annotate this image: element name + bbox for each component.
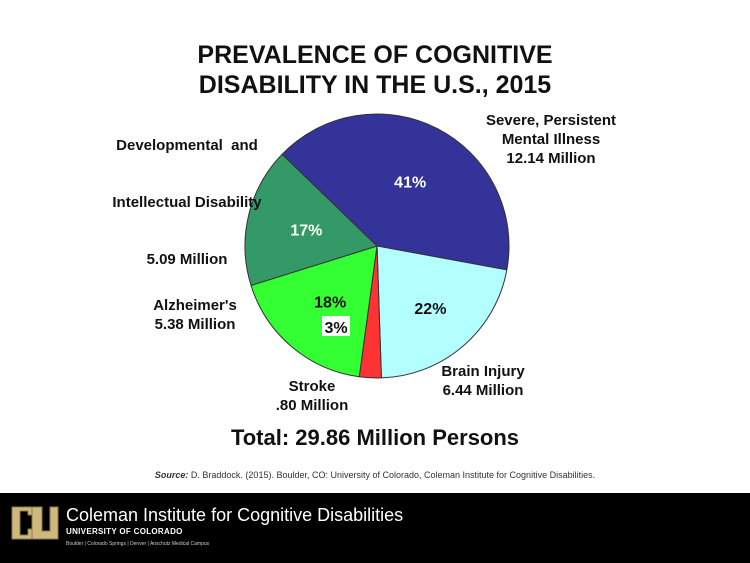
university-name: UNIVERSITY OF COLORADO bbox=[66, 527, 183, 536]
label-stroke: Stroke .80 Million bbox=[262, 377, 362, 415]
label-mental-illness-value: 12.14 Million bbox=[506, 150, 596, 167]
chart-title-line-2: DISABILITY IN THE U.S., 2015 bbox=[198, 71, 552, 99]
label-developmental-line-1: Developmental and bbox=[116, 137, 258, 154]
institute-name: Coleman Institute for Cognitive Disabili… bbox=[66, 505, 404, 525]
label-brain-injury-line-1: Brain Injury bbox=[441, 363, 525, 380]
label-brain-injury: Brain Injury 6.44 Million bbox=[418, 362, 548, 400]
label-alzheimers-value: 5.38 Million bbox=[154, 316, 236, 333]
source-prefix: Source: bbox=[154, 470, 189, 480]
percent-label-3: 18% bbox=[314, 294, 346, 311]
footer-bar: Coleman Institute for Cognitive Disabili… bbox=[0, 493, 750, 563]
cu-logo-icon bbox=[11, 506, 59, 540]
total-label: Total: 29.86 Million Persons bbox=[230, 425, 520, 450]
label-alzheimers-line-1: Alzheimer's bbox=[153, 297, 237, 314]
label-mental-illness-line-1: Severe, Persistent bbox=[485, 112, 617, 129]
campus-list: Boulder | Colorado Springs | Denver | An… bbox=[66, 541, 210, 547]
pie-slice-0 bbox=[281, 113, 510, 271]
pie-slice-1 bbox=[376, 245, 508, 379]
source-note: Source: D. Braddock. (2015). Boulder, CO… bbox=[0, 470, 750, 480]
chart-title: PREVALENCE OF COGNITIVE DISABILITY IN TH… bbox=[0, 40, 750, 100]
label-stroke-value: .80 Million bbox=[275, 397, 349, 414]
label-stroke-line-1: Stroke bbox=[288, 378, 336, 395]
percent-label-1: 22% bbox=[414, 301, 446, 318]
label-mental-illness-line-2: Mental Illness bbox=[501, 131, 601, 148]
chart-title-line-1: PREVALENCE OF COGNITIVE bbox=[197, 41, 553, 69]
percent-label-0: 41% bbox=[394, 174, 426, 191]
source-text: D. Braddock. (2015). Boulder, CO: Univer… bbox=[188, 470, 596, 480]
label-developmental: Developmental and Intellectual Disabilit… bbox=[88, 98, 286, 288]
label-alzheimers: Alzheimer's 5.38 Million bbox=[130, 296, 260, 334]
percent-label-4: 17% bbox=[290, 222, 322, 239]
label-developmental-value: 5.09 Million bbox=[146, 251, 228, 268]
label-mental-illness: Severe, Persistent Mental Illness 12.14 … bbox=[466, 111, 636, 168]
label-brain-injury-value: 6.44 Million bbox=[442, 382, 524, 399]
percent-label-2: 3% bbox=[324, 320, 347, 337]
pie-slice-4 bbox=[244, 153, 378, 287]
label-developmental-line-2: Intellectual Disability bbox=[112, 194, 262, 211]
pie-slice-3 bbox=[250, 245, 378, 378]
percent-label-bg-2 bbox=[322, 316, 350, 336]
